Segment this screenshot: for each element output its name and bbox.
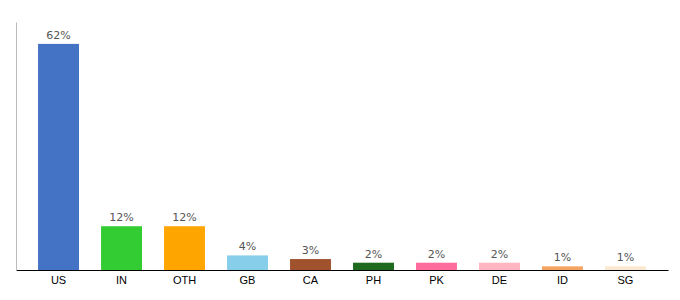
bar bbox=[416, 263, 457, 270]
x-tick-label: PH bbox=[366, 274, 381, 286]
data-label: 1% bbox=[554, 251, 571, 264]
bars bbox=[38, 44, 646, 270]
x-tick-label: IN bbox=[116, 274, 127, 286]
data-label: 2% bbox=[428, 248, 445, 261]
x-tick: ID bbox=[557, 274, 568, 286]
x-tick-label: PK bbox=[429, 274, 444, 286]
x-tick: PH bbox=[366, 274, 381, 286]
y-axis bbox=[16, 23, 17, 271]
bar bbox=[227, 255, 268, 270]
x-tick: SG bbox=[618, 274, 634, 286]
bar bbox=[290, 259, 331, 270]
x-tick: OTH bbox=[173, 274, 196, 286]
data-label: 1% bbox=[617, 251, 634, 264]
data-label: 2% bbox=[365, 248, 382, 261]
data-label: 2% bbox=[491, 248, 508, 261]
chart: 62% 12% 12% 4% 3% 2% 2% 2% 1% 1% US IN OTH GB CA PH PK DE… bbox=[0, 0, 680, 300]
x-tick-label: ID bbox=[557, 274, 568, 286]
data-label: 12% bbox=[109, 211, 133, 224]
x-tick-label: OTH bbox=[173, 274, 196, 286]
y-axis-line bbox=[16, 23, 17, 271]
bar bbox=[101, 226, 142, 270]
x-tick: PK bbox=[429, 274, 444, 286]
data-label: 12% bbox=[172, 211, 196, 224]
bar bbox=[164, 226, 205, 270]
bar bbox=[38, 44, 79, 270]
x-axis-line bbox=[17, 270, 669, 271]
x-axis: US IN OTH GB CA PH PK DE ID SG bbox=[17, 271, 669, 286]
data-labels: 62% 12% 12% 4% 3% 2% 2% 2% 1% 1% bbox=[46, 29, 634, 264]
data-label: 4% bbox=[239, 240, 256, 253]
x-tick: DE bbox=[492, 274, 507, 286]
bar bbox=[605, 266, 646, 270]
x-tick-label: US bbox=[51, 274, 66, 286]
plot: 62% 12% 12% 4% 3% 2% 2% 2% 1% 1% US IN OTH GB CA PH PK DE… bbox=[17, 23, 669, 286]
bar bbox=[479, 263, 520, 270]
bar bbox=[353, 263, 394, 270]
x-tick: CA bbox=[303, 274, 319, 286]
x-tick-label: CA bbox=[303, 274, 319, 286]
x-tick: IN bbox=[116, 274, 127, 286]
data-label: 62% bbox=[46, 29, 70, 42]
data-label: 3% bbox=[302, 244, 319, 257]
x-tick-label: SG bbox=[618, 274, 634, 286]
x-tick-label: GB bbox=[240, 274, 256, 286]
x-tick: US bbox=[51, 274, 66, 286]
x-tick: GB bbox=[240, 274, 256, 286]
bar bbox=[542, 266, 583, 270]
x-tick-label: DE bbox=[492, 274, 507, 286]
